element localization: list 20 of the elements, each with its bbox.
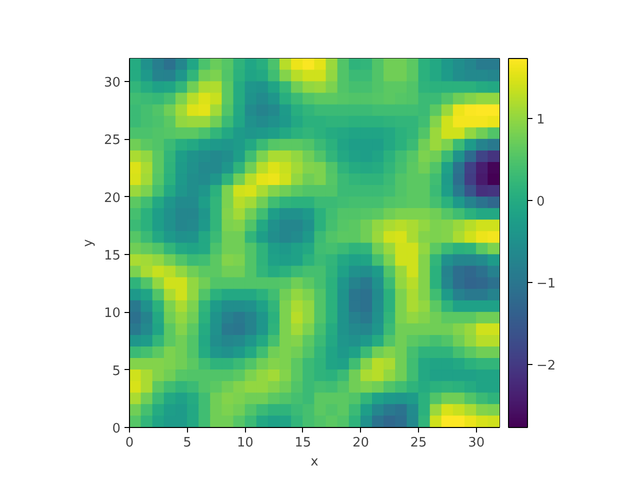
x-tick-label: 15	[294, 436, 312, 450]
x-axis-title: x	[310, 454, 319, 470]
y-tick-label: 0	[112, 422, 121, 436]
x-tick-label: 20	[352, 436, 370, 450]
x-tick-label: 30	[468, 436, 485, 450]
color-bar-label: −1	[536, 276, 556, 292]
y-axis-title: y	[80, 238, 96, 247]
y-tick-label: 30	[104, 76, 121, 91]
y-tick-label: 20	[104, 190, 121, 206]
color-bar-label: 0	[536, 194, 545, 210]
x-tick-label: 10	[236, 436, 254, 450]
color-bar-label: −2	[536, 358, 556, 374]
x-tick-label: 0	[125, 436, 134, 450]
x-tick-label: 5	[183, 436, 192, 450]
y-tick-label: 15	[104, 248, 121, 264]
y-tick-label: 10	[104, 306, 121, 322]
y-tick-label: 25	[104, 133, 121, 148]
x-tick-label: 25	[410, 436, 427, 450]
y-tick-label: 5	[112, 364, 121, 379]
color-bar-label: 1	[536, 112, 545, 128]
